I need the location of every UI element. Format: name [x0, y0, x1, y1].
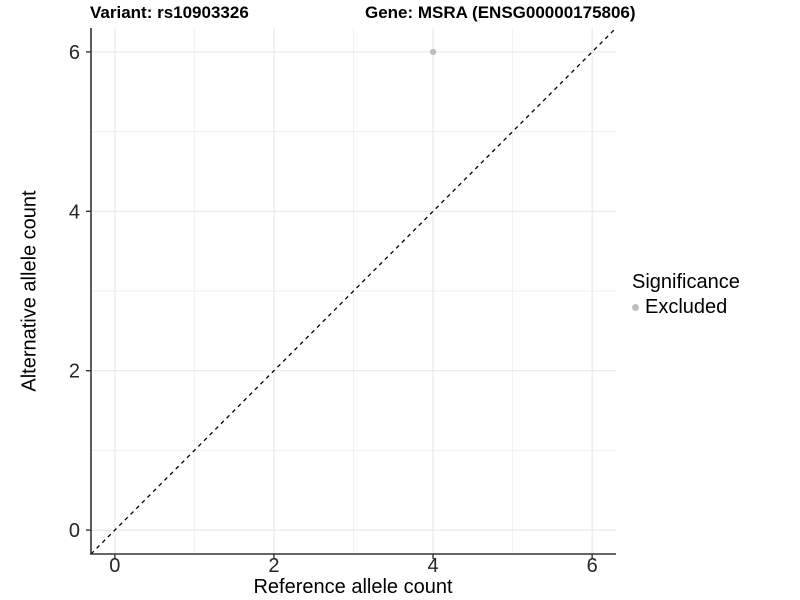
y-axis-title: Alternative allele count — [18, 190, 41, 392]
plot-title-variant: Variant: rs10903326 — [90, 3, 249, 22]
data-point — [429, 48, 437, 56]
plot-title-gene: Gene: MSRA (ENSG00000175806) — [365, 3, 636, 22]
legend-title: Significance — [632, 271, 740, 293]
y-tick-label: 0 — [69, 520, 80, 542]
legend-entry-label: Excluded — [645, 296, 728, 318]
y-tick-label: 6 — [69, 42, 80, 64]
legend-entry-excluded: Excluded — [632, 295, 740, 319]
x-tick-label: 2 — [268, 555, 279, 577]
excluded-point-icon — [632, 303, 639, 311]
x-axis-title: Reference allele count — [253, 576, 453, 598]
legend: Significance Excluded — [632, 270, 740, 319]
y-tick-label: 2 — [69, 361, 80, 383]
x-tick-label: 4 — [427, 555, 438, 577]
x-tick-label: 6 — [587, 555, 598, 577]
y-tick-label: 4 — [69, 201, 80, 223]
identity-dashed-line — [90, 27, 617, 555]
x-tick-label: 0 — [109, 555, 120, 577]
